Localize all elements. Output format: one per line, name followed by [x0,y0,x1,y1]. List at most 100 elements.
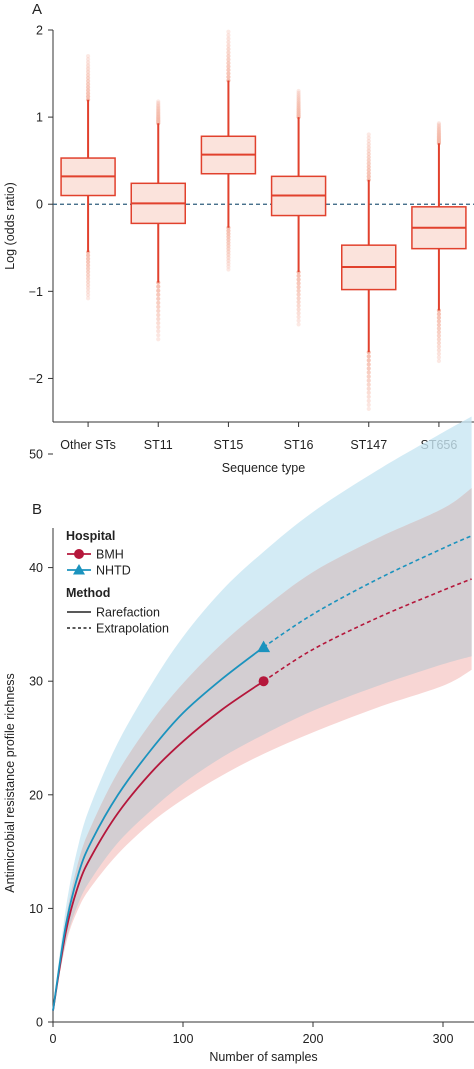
outlier-point [85,253,91,258]
outlier-point [366,366,371,371]
outlier-point [366,161,371,166]
outlier-point [85,75,91,81]
panel-a-category-label: ST147 [350,438,387,452]
extrapolation-line-nhtd [263,535,472,648]
legend-label-bmh: BMH [96,548,124,562]
outlier-point [366,370,371,375]
outlier-point [436,125,442,130]
outlier-point [85,54,91,59]
outlier-point [366,158,371,163]
outlier-point [156,107,161,112]
outlier-point [366,374,371,379]
legend-label-method: Extrapolation [96,622,169,636]
outlier-point [226,74,231,80]
outlier-point [156,296,161,301]
outlier-point [226,40,231,45]
outlier-point [366,151,371,157]
outlier-point [156,308,161,314]
outlier-point [366,164,371,169]
outlier-point [366,168,371,173]
outlier-point [226,264,231,269]
outlier-point [366,390,371,395]
outlier-point [226,50,231,55]
outlier-point [296,285,301,290]
panel-a-y-tick-label: 0 [36,198,43,212]
outlier-point [366,174,371,179]
panel-b-y-tick-label: 30 [29,675,43,689]
outlier-point [156,284,161,289]
outlier-point [156,333,161,338]
outlier-point [226,33,231,38]
outlier-point [296,273,301,279]
outlier-point [226,237,231,242]
outlier-point [296,277,301,282]
panel-b-x-tick-label: 200 [303,1032,324,1046]
outlier-point [296,299,301,305]
outlier-point [296,90,301,95]
outlier-point [156,100,161,106]
panel-b-richness-curves: 0 10 20 30 40 50 0 100 200 300 Hospital BMH NHTD Meth… [3,416,474,1064]
outlier-point [156,312,161,318]
panel-a-category-label: Other STs [60,438,116,452]
outlier-point [226,249,231,254]
outlier-point [85,72,91,77]
outlier-point [85,269,91,275]
outlier-point [85,279,91,284]
outlier-point [366,406,371,412]
outlier-point [436,355,442,360]
panel-a-y-axis-title: Log (odds ratio) [3,182,17,270]
outlier-point [156,337,161,342]
outlier-point [85,88,91,93]
panel-a-letter: A [32,1,42,18]
outlier-point [436,351,442,356]
outlier-point [436,340,442,346]
outlier-point [366,386,371,391]
outlier-point [226,261,231,266]
rarefaction-line-nhtd [52,646,265,1011]
legend-label-nhtd: NHTD [96,564,131,578]
outlier-point [366,378,371,383]
panel-a-category-label: ST15 [213,438,243,452]
confidence-band-overlap [53,488,472,1011]
outlier-point [85,296,91,301]
outlier-point [436,344,442,349]
panel-b-x-tick-label: 100 [173,1032,194,1046]
outlier-point [85,283,91,288]
outlier-point [226,71,231,76]
outlier-point [226,252,231,257]
outlier-point [85,60,91,65]
outlier-point [226,267,231,272]
outlier-point [436,121,442,126]
panel-b-x-tick-label: 0 [50,1032,57,1046]
panel-a-category-label: ST11 [144,438,173,452]
outlier-point [85,63,91,68]
outlier-point [85,273,91,278]
observed-point-bmh [258,676,269,687]
outlier-point [436,123,442,129]
outlier-point [85,57,91,62]
outlier-point [85,66,91,71]
outlier-point [85,276,91,281]
outlier-point [436,326,442,331]
panel-b-y-tick-label: 10 [29,902,43,916]
outlier-point [226,43,231,48]
outlier-point [296,318,301,323]
outlier-point [156,304,161,309]
outlier-point [85,259,91,265]
outlier-point [436,348,442,353]
outlier-point [226,64,231,69]
outlier-point [366,145,371,150]
outlier-point [296,281,301,286]
outlier-point [226,243,231,248]
outlier-point [436,122,442,127]
outlier-point [226,67,231,73]
outlier-point [436,330,442,335]
outlier-point [436,126,442,132]
outlier-point [156,103,161,109]
outlier-point [296,322,301,327]
outlier-point [366,132,371,137]
panel-b-letter: B [32,501,42,518]
outlier-point [366,135,371,140]
panel-b-y-axis-title: Antimicrobial resistance profile richnes… [3,673,17,893]
